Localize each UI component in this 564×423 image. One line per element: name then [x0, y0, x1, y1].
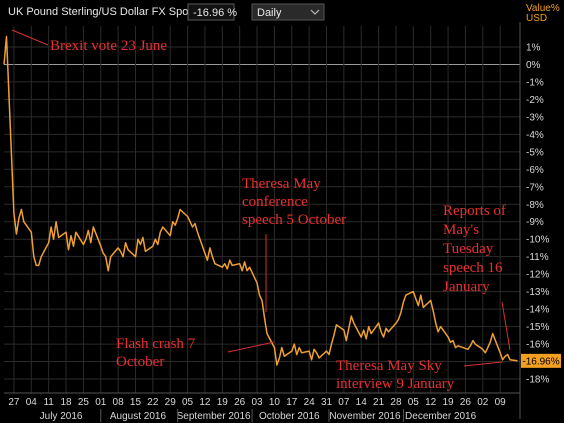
x-axis: 27 04 11 18 25 01 08 15 22 29 05 12 19 26 03 10 17 24 31 07…	[4, 392, 520, 422]
x-tick-label: 04	[26, 397, 38, 408]
y-tick-label: -2%	[526, 95, 544, 106]
y-tick-label: -9%	[526, 217, 544, 228]
annotation-text: Tuesday	[443, 241, 494, 257]
unit-label-value: Value%	[526, 3, 560, 14]
y-tick-label: -16%	[526, 340, 549, 351]
annotation-text: speech 5 October	[242, 212, 346, 228]
y-tick-label: -11%	[526, 252, 549, 263]
annotation-2: Flash crash 7 October	[116, 336, 275, 370]
month-label: October 2016	[259, 411, 320, 422]
month-label: September 2016	[177, 411, 251, 422]
x-tick-label: 07	[338, 397, 350, 408]
y-tick-label: -13%	[526, 287, 549, 298]
month-label: November 2016	[329, 411, 401, 422]
y-tick-label: -10%	[526, 235, 549, 246]
x-tick-label: 11	[43, 397, 54, 408]
annotation-text: speech 16	[443, 260, 503, 276]
last-value-label: -16.96%	[522, 356, 559, 367]
y-tick-label: -4%	[526, 130, 544, 141]
annotation-1: Theresa May conference speech 5 October	[242, 176, 346, 312]
series-line-0	[3, 35, 518, 366]
y-tick-label: -15%	[526, 322, 549, 333]
y-tick-label: -7%	[526, 182, 544, 193]
annotation-text: Flash crash 7	[116, 336, 196, 352]
annotation-pointer	[463, 361, 503, 367]
x-tick-label: 01	[95, 397, 107, 408]
y-tick-label: 0%	[526, 60, 541, 71]
y-tick-label: 1%	[526, 42, 541, 53]
x-tick-label: 10	[269, 397, 281, 408]
y-tick-label: -6%	[526, 165, 544, 176]
x-tick-label: 19	[442, 397, 454, 408]
chevron-down-icon	[310, 9, 320, 15]
change-value: -16.96 %	[193, 7, 237, 19]
y-tick-label: -5%	[526, 147, 544, 158]
annotations: Brexit vote 23 June Theresa May conference…	[11, 29, 511, 392]
annotation-text: Theresa May	[242, 176, 321, 192]
x-tick-label: 12	[199, 397, 211, 408]
x-tick-label: 24	[304, 397, 316, 408]
y-axis: 1% 0% -1% -2% -3% -4% -5% -6% -7% -8% -9% -10% -11% -…	[519, 22, 561, 419]
x-tick-label: 08	[113, 397, 125, 408]
annotation-text: May's	[443, 222, 479, 238]
last-value-tag	[521, 353, 561, 368]
annotation-pointer	[11, 29, 49, 46]
month-label: August 2016	[110, 411, 167, 422]
month-label: July 2016	[40, 411, 83, 422]
x-tick-label: 31	[321, 397, 333, 408]
x-tick-label: 03	[251, 397, 263, 408]
x-tick-label: 22	[147, 397, 159, 408]
x-tick-label: 18	[60, 397, 72, 408]
grid	[4, 26, 520, 393]
change-box	[187, 3, 235, 21]
annotation-text: Brexit vote 23 June	[50, 38, 167, 54]
annotation-4: Reports of May's Tuesday speech 16 January	[443, 203, 511, 351]
annotation-3: Theresa May Sky interview 9 January	[336, 358, 503, 392]
series-layer	[3, 35, 518, 366]
x-tick-label: 21	[373, 397, 385, 408]
annotation-text: October	[116, 354, 164, 370]
x-tick-label: 26	[460, 397, 472, 408]
y-tick-label: -3%	[526, 112, 544, 123]
x-tick-label: 19	[217, 397, 229, 408]
y-tick-label: -18%	[526, 375, 549, 386]
month-label: December 2016	[405, 411, 477, 422]
x-tick-label: 02	[477, 397, 489, 408]
x-tick-label: 14	[356, 397, 368, 408]
x-tick-label: 09	[495, 397, 507, 408]
unit-label-currency: USD	[526, 13, 547, 24]
annotation-0: Brexit vote 23 June	[11, 29, 167, 54]
y-tick-label: -14%	[526, 305, 549, 316]
header-bar: UK Pound Sterling/US Dollar FX Spot Rate…	[8, 3, 560, 24]
x-tick-label: 05	[182, 397, 194, 408]
annotation-text: conference	[242, 194, 308, 210]
x-tick-label: 29	[165, 397, 177, 408]
annotation-pointer	[501, 301, 511, 351]
x-tick-label: 28	[390, 397, 402, 408]
x-tick-label: 27	[8, 397, 20, 408]
frequency-dropdown[interactable]: Daily	[251, 3, 325, 21]
x-tick-label: 26	[234, 397, 246, 408]
y-tick-label: -8%	[526, 200, 544, 211]
y-tick-label: -12%	[526, 270, 549, 281]
chart-title: UK Pound Sterling/US Dollar FX Spot Rate	[8, 6, 218, 18]
x-tick-label: 12	[425, 397, 437, 408]
annotation-text: Reports of	[443, 203, 506, 219]
x-tick-label: 17	[286, 397, 298, 408]
frequency-dropdown-box[interactable]	[251, 3, 325, 21]
x-tick-label: 05	[408, 397, 420, 408]
annotation-pointer	[227, 341, 275, 353]
annotation-text: Theresa May Sky	[336, 358, 442, 374]
x-tick-label: 15	[130, 397, 142, 408]
annotation-text: interview 9 January	[336, 376, 455, 392]
annotation-text: January	[443, 279, 490, 295]
y-tick-label: -1%	[526, 77, 544, 88]
frequency-label: Daily	[257, 7, 282, 19]
x-tick-label: 25	[78, 397, 90, 408]
